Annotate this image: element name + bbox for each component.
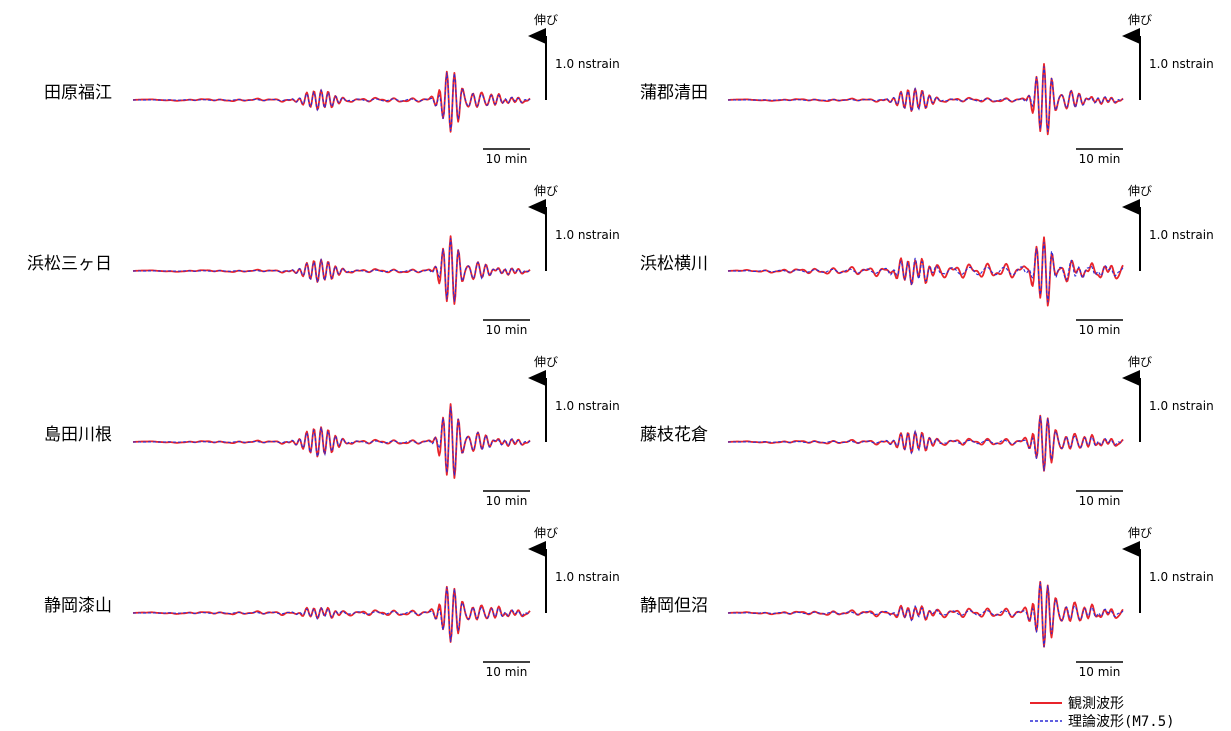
amplitude-scale-label: 1.0 nstrain xyxy=(1149,228,1214,242)
extension-label: 伸び xyxy=(534,355,558,369)
observed-waveform xyxy=(727,236,1124,307)
panel: 藤枝花倉 伸び 1.0 nstrain 10 min xyxy=(640,355,1214,508)
theoretical-waveform xyxy=(727,416,1124,471)
panel: 静岡但沼 伸び 1.0 nstrain 10 min xyxy=(640,526,1214,679)
amplitude-scale-label: 1.0 nstrain xyxy=(1149,570,1214,584)
legend-observed-label: 観測波形 xyxy=(1068,695,1124,712)
time-scale-label: 10 min xyxy=(486,494,528,508)
station-label: 田原福江 xyxy=(44,83,112,103)
amplitude-scale-label: 1.0 nstrain xyxy=(555,399,620,413)
panel: 島田川根 伸び 1.0 nstrain 10 min xyxy=(44,355,620,508)
time-scale-label: 10 min xyxy=(486,152,528,166)
amplitude-scale-label: 1.0 nstrain xyxy=(1149,399,1214,413)
extension-label: 伸び xyxy=(1128,526,1152,540)
amplitude-scale-label: 1.0 nstrain xyxy=(555,228,620,242)
station-label: 静岡但沼 xyxy=(640,596,708,616)
amplitude-scale-label: 1.0 nstrain xyxy=(555,570,620,584)
station-label: 静岡漆山 xyxy=(44,596,112,616)
time-scale-label: 10 min xyxy=(486,323,528,337)
extension-label: 伸び xyxy=(1128,355,1152,369)
theoretical-waveform xyxy=(727,242,1124,303)
theoretical-waveform xyxy=(133,72,531,132)
panel: 蒲郡清田 伸び 1.0 nstrain 10 min xyxy=(640,13,1214,166)
time-scale-label: 10 min xyxy=(1079,665,1121,679)
legend: 観測波形 理論波形(M7.5) xyxy=(1030,695,1175,730)
panel: 静岡漆山 伸び 1.0 nstrain 10 min xyxy=(44,526,620,679)
station-label: 浜松横川 xyxy=(640,254,708,274)
extension-label: 伸び xyxy=(1128,184,1152,198)
theoretical-waveform xyxy=(132,587,531,642)
station-label: 島田川根 xyxy=(44,425,112,445)
time-scale-label: 10 min xyxy=(1079,323,1121,337)
amplitude-scale-label: 1.0 nstrain xyxy=(555,57,620,71)
station-label: 蒲郡清田 xyxy=(640,83,708,103)
station-label: 藤枝花倉 xyxy=(640,425,708,445)
theoretical-waveform xyxy=(133,238,531,302)
extension-label: 伸び xyxy=(534,184,558,198)
time-scale-label: 10 min xyxy=(1079,494,1121,508)
panel: 田原福江 伸び 1.0 nstrain 10 min xyxy=(44,13,620,166)
observed-waveform xyxy=(727,580,1124,648)
observed-waveform xyxy=(132,70,531,133)
theoretical-waveform xyxy=(728,66,1124,132)
extension-label: 伸び xyxy=(534,526,558,540)
observed-waveform xyxy=(132,403,531,479)
panel: 浜松三ヶ日 伸び 1.0 nstrain 10 min xyxy=(27,184,620,337)
theoretical-waveform xyxy=(727,582,1124,648)
time-scale-label: 10 min xyxy=(1079,152,1121,166)
extension-label: 伸び xyxy=(1128,13,1152,27)
time-scale-label: 10 min xyxy=(486,665,528,679)
theoretical-waveform xyxy=(133,406,531,476)
amplitude-scale-label: 1.0 nstrain xyxy=(1149,57,1214,71)
legend-theory-label: 理論波形(M7.5) xyxy=(1068,714,1175,730)
station-label: 浜松三ヶ日 xyxy=(27,254,112,274)
extension-label: 伸び xyxy=(534,13,558,27)
panel: 浜松横川 伸び 1.0 nstrain 10 min xyxy=(640,184,1214,337)
